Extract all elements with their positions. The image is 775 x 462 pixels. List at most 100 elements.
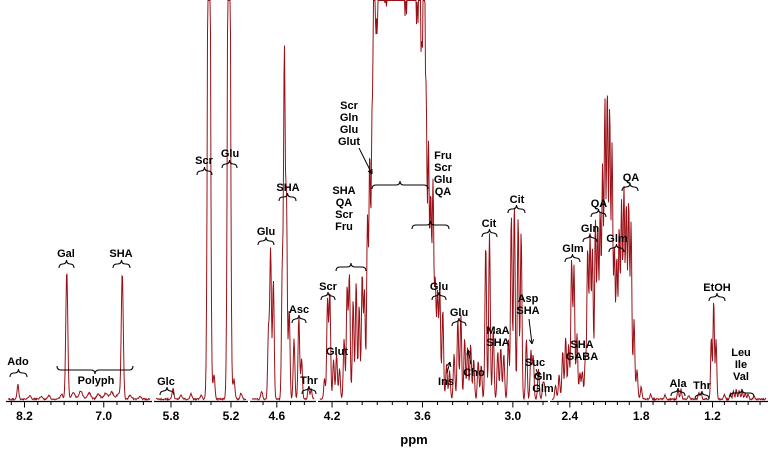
peak-label-text: Scr	[195, 155, 213, 167]
pointer-arrow-icon	[446, 361, 451, 374]
peak-label-text: Polyph	[78, 375, 115, 387]
peak-label-text: Scr	[340, 100, 358, 112]
pointer-arrow-icon	[467, 349, 472, 365]
pointer-arrow-icon	[466, 349, 469, 355]
grouping-brace-icon	[564, 253, 581, 263]
grouping-brace-icon	[278, 192, 297, 202]
grouping-brace-icon	[196, 166, 213, 176]
grouping-brace-icon	[694, 390, 710, 400]
pointer-arrow-icon	[358, 147, 373, 175]
peak-label-text: Gln	[581, 223, 600, 235]
grouping-brace-icon	[507, 204, 526, 214]
tick-label: 3.6	[414, 409, 431, 423]
peak-label-text: Thr	[693, 380, 711, 392]
grouping-brace-icon	[411, 220, 450, 230]
label-glc: Glc	[157, 376, 175, 396]
spectrum-trace-segment	[551, 95, 767, 402]
label-cit: Cit	[481, 218, 498, 238]
label-ala: Ala	[669, 378, 687, 397]
tick-label: 1.2	[704, 409, 721, 423]
peak-label-text: Asc	[289, 304, 309, 316]
peak-annotations: AdoGalPolyphSHAGlcScrGluGluSHAAscThrScrG…	[7, 100, 755, 400]
tick-label: 4.2	[324, 409, 341, 423]
x-axis: 8.2 7.0 5.8 5.2 4.6 4.2 3.6 3.0 2.4 1.8 1.2	[6, 400, 768, 423]
grouping-brace-icon	[729, 388, 755, 398]
grouping-brace-icon	[708, 292, 726, 302]
grouping-brace-icon	[621, 182, 639, 192]
peak-label-text: Ile	[735, 359, 747, 371]
peak-label-text: Leu	[731, 347, 751, 359]
peak-label-text: Glu	[340, 124, 358, 136]
grouping-brace-icon	[335, 262, 367, 272]
label-glut: Glut	[326, 346, 348, 358]
peak-label-text: Suc	[525, 357, 545, 369]
peak-label-text: QA	[623, 172, 640, 184]
spectrum-trace-segment	[155, 0, 247, 402]
peak-label-text: Fru	[335, 221, 353, 233]
peak-label-text: QA	[336, 197, 353, 209]
pointer-arrow-icon	[531, 339, 535, 345]
tick-label: 3.0	[505, 409, 522, 423]
label-qa: QA	[621, 172, 640, 192]
grouping-brace-icon	[451, 317, 467, 327]
spectrum-trace-segment	[8, 273, 151, 402]
label-glu: Glu	[257, 226, 275, 246]
peak-label-text: Asp	[518, 293, 539, 305]
grouping-brace-icon	[301, 385, 317, 395]
peak-label-text: Thr	[300, 375, 318, 387]
peak-label-text: Gln	[340, 112, 359, 124]
grouping-brace-icon	[431, 291, 447, 301]
label-glu: Glu	[221, 148, 239, 169]
peak-label-text: Glm	[532, 383, 554, 395]
grouping-brace-icon	[582, 233, 598, 243]
peak-label-text: Scr	[434, 162, 452, 174]
label-sha: SHA	[276, 182, 300, 202]
label-ins: Ins	[438, 361, 454, 388]
grouping-brace-icon	[112, 259, 131, 269]
pointer-arrow-icon	[535, 373, 540, 378]
peak-label-text: MaA	[486, 325, 509, 337]
peak-label-text: SHA	[332, 185, 355, 197]
grouping-brace-icon	[481, 228, 498, 238]
spectrum-traces	[8, 0, 767, 402]
tick-label: 8.2	[16, 409, 33, 423]
peak-label-text: Cho	[463, 367, 485, 379]
pointer-arrow-icon	[449, 361, 452, 368]
grouping-brace-icon	[221, 159, 238, 169]
label-ado: Ado	[7, 356, 29, 378]
x-axis-title: ppm	[400, 432, 427, 447]
peak-label-text: SHA	[570, 339, 593, 351]
peak-label-text: EtOH	[703, 282, 731, 294]
pointer-arrow-icon	[528, 339, 533, 345]
peak-label-text: Cit	[482, 218, 497, 230]
peak-label-text: Glu	[434, 174, 452, 186]
grouping-brace-icon	[320, 291, 336, 301]
label-glu: Glu	[450, 307, 468, 327]
label-cit: Cit	[507, 194, 526, 214]
spectrum-trace-segment	[319, 0, 547, 401]
peak-label-text: Gln	[534, 371, 553, 383]
label-qa: QA	[590, 198, 607, 218]
label-thr: Thr	[300, 375, 319, 395]
peak-label-text: GABA	[566, 351, 598, 363]
peak-label-text: Glu	[430, 281, 448, 293]
peak-label-text: Glut	[326, 346, 348, 358]
peak-label-text: SHA	[109, 248, 132, 260]
label-etoh: EtOH	[703, 282, 731, 302]
label-sha: SHA	[109, 248, 133, 269]
grouping-brace-icon	[56, 365, 134, 375]
peak-label-text: Glm	[562, 243, 584, 255]
peak-label-text: Scr	[335, 209, 353, 221]
grouping-brace-icon	[291, 314, 307, 324]
pointer-arrow-icon	[535, 368, 540, 378]
peak-label-text: Ado	[7, 356, 29, 368]
peak-label-text: SHA	[276, 182, 299, 194]
